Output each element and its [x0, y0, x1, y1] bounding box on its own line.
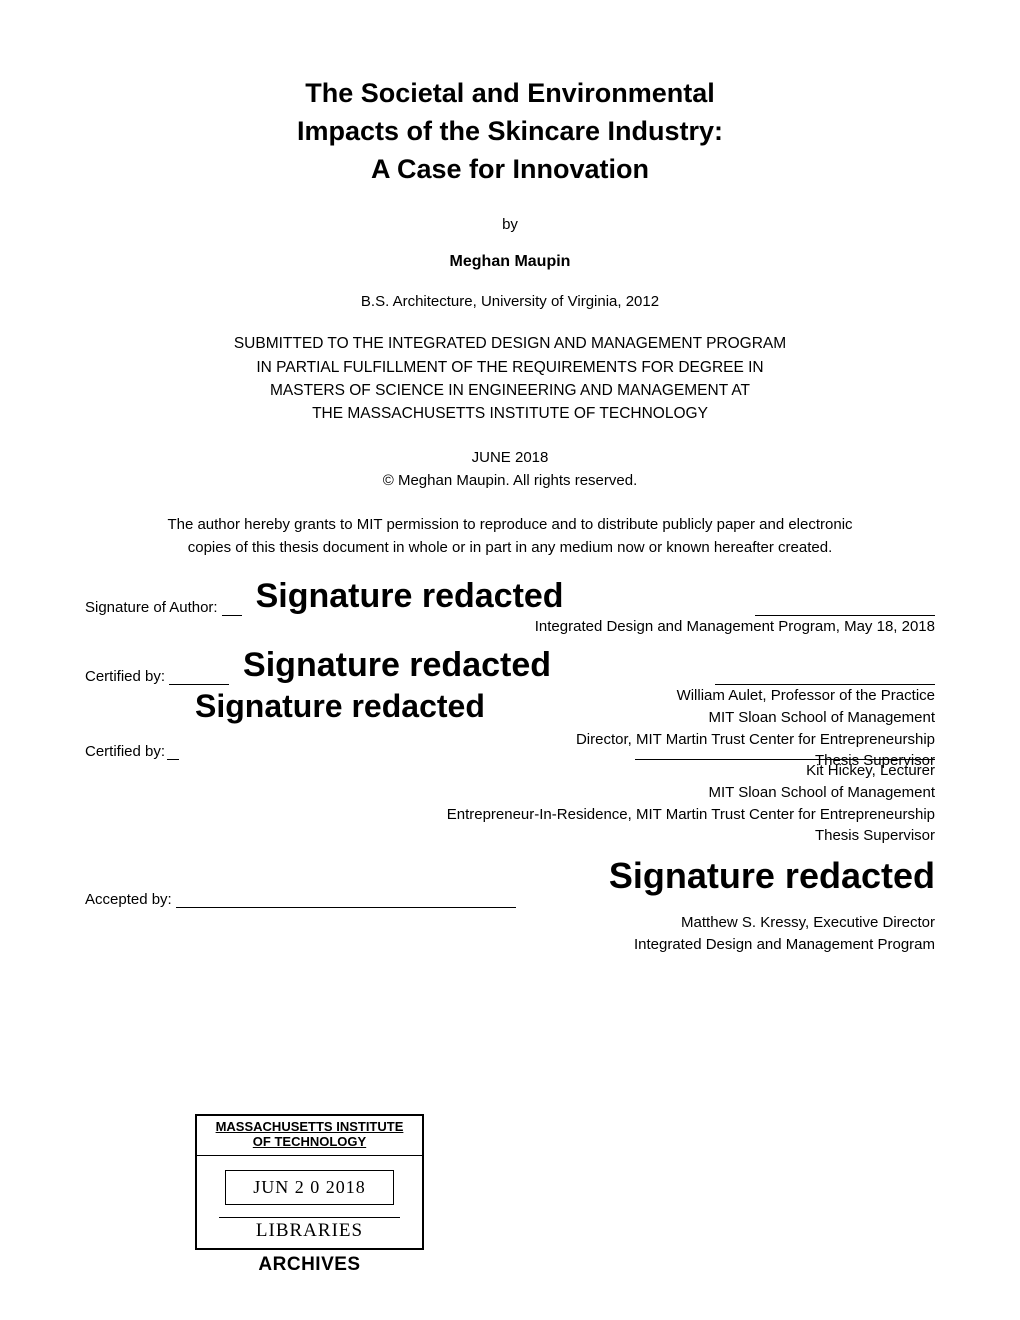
author-name: Meghan Maupin — [85, 253, 935, 271]
submission-line-3: MASTERS OF SCIENCE IN ENGINEERING AND MA… — [85, 379, 935, 402]
certified-by-2-details: Kit Hickey, Lecturer MIT Sloan School of… — [85, 760, 935, 847]
signature-line-seg — [176, 906, 516, 908]
signature-line-seg — [167, 758, 179, 760]
certified-by-2-label: Certified by: — [85, 743, 165, 760]
thesis-title-page: The Societal and Environmental Impacts o… — [0, 0, 1020, 1004]
title-line-1: The Societal and Environmental — [85, 75, 935, 113]
certified-by-1-label: Certified by: — [85, 668, 165, 685]
stamp-archives: ARCHIVES — [197, 1254, 422, 1276]
thesis-title: The Societal and Environmental Impacts o… — [85, 75, 935, 188]
certified-2-line-3: Entrepreneur-In-Residence, MIT Martin Tr… — [85, 804, 935, 826]
certified-2-line-1: Kit Hickey, Lecturer — [85, 760, 935, 782]
certified-2-line-2: MIT Sloan School of Management — [85, 782, 935, 804]
grant-line-1: The author hereby grants to MIT permissi… — [85, 514, 935, 537]
certified-by-2-section: Signature redacted Certified by: Kit Hic… — [85, 688, 935, 847]
date-copyright-block: JUNE 2018 © Meghan Maupin. All rights re… — [85, 447, 935, 492]
by-label: by — [85, 216, 935, 233]
submission-block: SUBMITTED TO THE INTEGRATED DESIGN AND M… — [85, 332, 935, 425]
stamp-libraries: LIBRARIES — [219, 1217, 400, 1248]
certified-2-line-4: Thesis Supervisor — [85, 825, 935, 847]
thesis-date: JUNE 2018 — [85, 447, 935, 470]
accepted-by-section: Signature redacted Accepted by: Matthew … — [85, 855, 935, 956]
signature-author-label: Signature of Author: — [85, 599, 218, 616]
stamp-header-line-2: OF TECHNOLOGY — [203, 1134, 416, 1150]
signature-redacted-text: Signature redacted — [256, 577, 564, 616]
submission-line-4: THE MASSACHUSETTS INSTITUTE OF TECHNOLOG… — [85, 402, 935, 425]
copyright-notice: © Meghan Maupin. All rights reserved. — [85, 470, 935, 493]
signature-author-detail: Integrated Design and Management Program… — [85, 616, 935, 638]
signature-redacted-text: Signature redacted — [195, 688, 485, 725]
signature-line-seg — [169, 683, 229, 685]
accepted-line-2: Integrated Design and Management Program — [85, 934, 935, 956]
grant-line-2: copies of this thesis document in whole … — [85, 537, 935, 560]
submission-line-1: SUBMITTED TO THE INTEGRATED DESIGN AND M… — [85, 332, 935, 355]
signature-redacted-text: Signature redacted — [243, 646, 551, 685]
library-stamp: MASSACHUSETTS INSTITUTE OF TECHNOLOGY JU… — [195, 1114, 424, 1250]
signature-author-section: Signature of Author: Signature redacted … — [85, 577, 935, 638]
author-credential: B.S. Architecture, University of Virgini… — [85, 293, 935, 310]
title-line-2: Impacts of the Skincare Industry: — [85, 113, 935, 151]
accepted-by-label: Accepted by: — [85, 891, 172, 908]
rights-grant: The author hereby grants to MIT permissi… — [85, 514, 935, 559]
signature-redacted-text: Signature redacted — [609, 855, 935, 897]
title-line-3: A Case for Innovation — [85, 151, 935, 189]
accepted-by-details: Matthew S. Kressy, Executive Director In… — [85, 912, 935, 956]
stamp-header-line-1: MASSACHUSETTS INSTITUTE — [203, 1119, 416, 1135]
stamp-date: JUN 2 0 2018 — [225, 1170, 394, 1205]
signature-line-seg — [222, 614, 242, 616]
accepted-line-1: Matthew S. Kressy, Executive Director — [85, 912, 935, 934]
stamp-header: MASSACHUSETTS INSTITUTE OF TECHNOLOGY — [197, 1116, 422, 1156]
submission-line-2: IN PARTIAL FULFILLMENT OF THE REQUIREMEN… — [85, 356, 935, 379]
